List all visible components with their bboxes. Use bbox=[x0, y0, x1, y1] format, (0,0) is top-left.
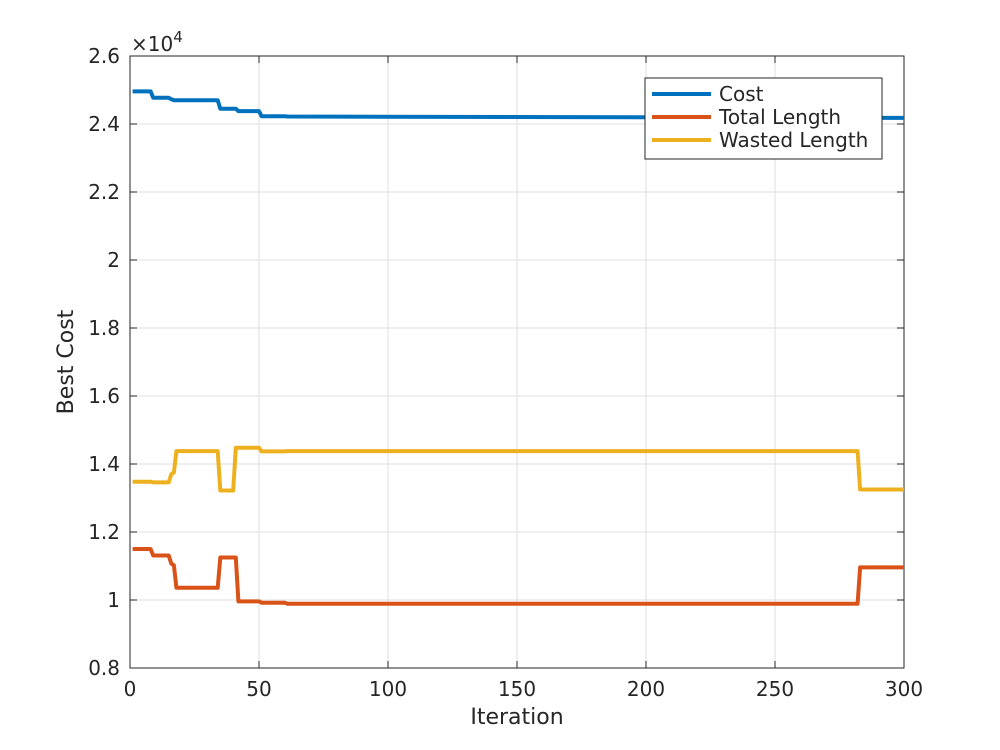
series-line-cost bbox=[132, 89, 905, 120]
y-tick-label: 1.4 bbox=[88, 452, 120, 476]
x-tick-label: 250 bbox=[756, 677, 794, 701]
y-tick-label: 1.6 bbox=[88, 384, 120, 408]
y-tick-label: 2 bbox=[107, 248, 120, 272]
y-exponent-base: ×10 bbox=[131, 32, 173, 56]
series-line-wasted-length bbox=[132, 445, 904, 493]
y-tick-label: 2.6 bbox=[88, 44, 120, 68]
y-tick-label: 2.2 bbox=[88, 180, 120, 204]
series-lines bbox=[132, 89, 905, 606]
y-tick-label: 0.8 bbox=[88, 656, 120, 680]
x-tick-label: 50 bbox=[246, 677, 271, 701]
x-tick-label: 150 bbox=[498, 677, 536, 701]
x-tick-label: 0 bbox=[124, 677, 137, 701]
legend-label-total-length: Total Length bbox=[718, 105, 841, 129]
y-tick-label: 1 bbox=[107, 588, 120, 612]
legend-label-cost: Cost bbox=[719, 82, 764, 106]
y-tick-label: 2.4 bbox=[88, 112, 120, 136]
x-tick-label: 200 bbox=[627, 677, 665, 701]
y-tick-label: 1.2 bbox=[88, 520, 120, 544]
x-axis-label: Iteration bbox=[470, 705, 563, 730]
legend-label-wasted-length: Wasted Length bbox=[719, 128, 868, 152]
y-exponent-power: 4 bbox=[173, 28, 183, 46]
x-tick-label: 300 bbox=[885, 677, 923, 701]
x-tick-label: 100 bbox=[369, 677, 407, 701]
y-tick-label: 1.8 bbox=[88, 316, 120, 340]
y-axis-label: Best Cost bbox=[54, 309, 79, 414]
series-line-total-length bbox=[132, 547, 904, 606]
axis-ticks: 0 50 100 150 200 250 300 0.8 1 1.2 1.4 1.6 1.8 2 2.2 2.… bbox=[88, 44, 923, 701]
y-axis-exponent: ×104 bbox=[131, 28, 183, 56]
